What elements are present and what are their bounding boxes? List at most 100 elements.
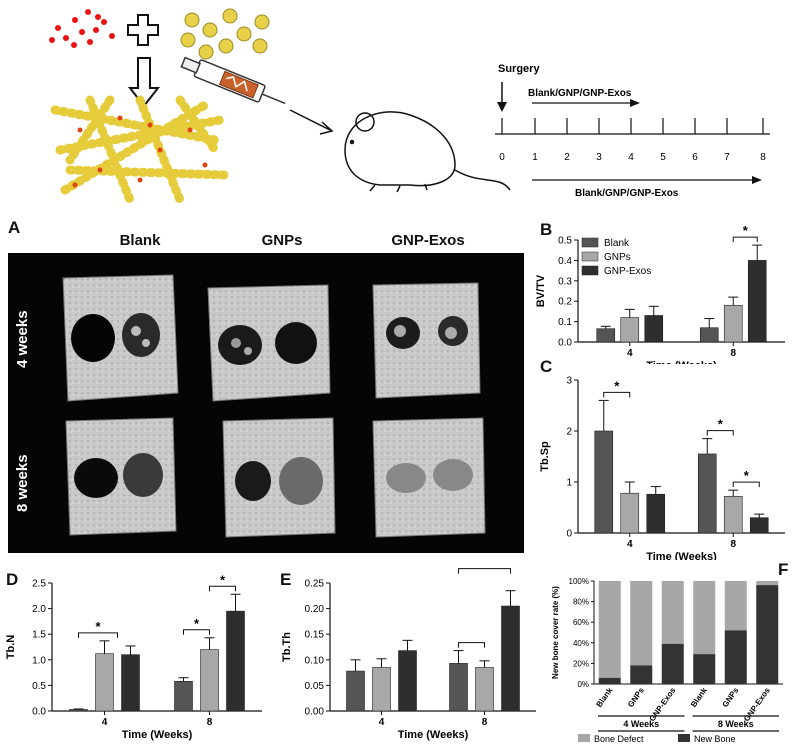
significance-star: * (194, 616, 200, 631)
timeline-tick-label: 4 (628, 152, 634, 163)
y-axis-label: Tb.Th (281, 632, 293, 662)
bar-bone-defect (598, 581, 621, 678)
significance-bracket (706, 430, 734, 436)
y-tick-label: 1 (566, 478, 572, 489)
bar (200, 649, 219, 712)
y-tick-label: 0.2 (558, 297, 572, 308)
legend-label: New Bone (694, 734, 736, 744)
y-tick-label: 0.15 (305, 630, 325, 641)
x-tick-label: 8 (207, 717, 213, 728)
surgery-label: Surgery (498, 63, 540, 75)
x-tick-label: 4 (379, 717, 385, 728)
x-axis-label: Time (Weeks) (646, 551, 717, 560)
bar (121, 654, 140, 712)
significance-star: * (614, 378, 620, 393)
bar (346, 670, 365, 712)
y-tick-label: 0 (566, 529, 572, 540)
x-axis-label: Time (Weeks) (646, 360, 717, 364)
chart-tb-n: 0.0 0.5 1.0 1.5 2.0 2.5 Tb.N 4 8 Time (Weeks) * * * (5, 572, 262, 741)
y-tick-label: 2 (566, 427, 572, 438)
y-tick-label: 0.00 (305, 707, 325, 718)
panel-f-letter: F (778, 560, 789, 579)
timeline-tick-label: 8 (760, 152, 766, 163)
bar (620, 317, 640, 343)
legend-swatch (581, 251, 599, 262)
bar (749, 517, 769, 534)
column-header-gnps: GNPs (261, 232, 303, 249)
y-tick-label: 0.20 (305, 604, 325, 615)
x-tick-label: GNPs (626, 686, 646, 709)
x-tick-label: 8 (730, 539, 736, 550)
y-tick-label: 1.5 (32, 630, 46, 641)
y-tick-label: 0.0 (32, 707, 46, 718)
bar (723, 304, 743, 343)
ct-blank-4w (62, 274, 179, 402)
chart-new-bone-cover-rate: 0% 20% 40% 60% 80% 100% New bone cover rate (%… (551, 577, 783, 744)
bar-bone-defect (661, 581, 684, 644)
timeline-tick-label: 0 (499, 152, 505, 163)
timeline-tick-label: 6 (692, 152, 698, 163)
micro-ct-image-grid (8, 253, 524, 553)
ct-gnp-exos-8w (372, 417, 486, 538)
bar-new-bone (630, 665, 653, 684)
legend-swatch (581, 265, 599, 276)
timeline-tick-label: 7 (724, 152, 730, 163)
timeline-tick-label: 2 (564, 152, 570, 163)
y-tick-label: 0.05 (305, 681, 325, 692)
y-tick-label: 0.5 (32, 681, 46, 692)
x-tick-label: 4 (627, 348, 633, 359)
timeline-tick-label: 1 (532, 152, 538, 163)
y-tick-label: 40% (573, 639, 589, 648)
timeline-tick-label: 3 (596, 152, 602, 163)
bar-bone-defect (630, 581, 653, 666)
bar (620, 492, 640, 534)
y-tick-label: 1.0 (32, 655, 46, 666)
x-tick-label: GNPs (721, 686, 741, 709)
group-label: 4 Weeks (623, 719, 659, 729)
y-tick-label: 0.25 (305, 579, 325, 590)
group-label: 8 Weeks (718, 719, 754, 729)
significance-bracket (458, 568, 511, 574)
panel-a-letter: A (8, 218, 21, 237)
hydrogel-scaffold-icon (50, 95, 230, 205)
legend-label: GNP-Exos (604, 266, 651, 277)
y-axis-label: Tb.N (5, 635, 17, 659)
y-tick-label: 80% (573, 598, 589, 607)
timeline-diagram: Surgery Blank/GNP/GNP-Exos Blank/GNP/GNP… (495, 63, 770, 199)
bar (723, 495, 743, 534)
x-tick-label: GNP-Exos (742, 686, 772, 724)
y-tick-label: 60% (573, 618, 589, 627)
legend-label: Bone Defect (594, 734, 644, 744)
legend-label: GNPs (604, 252, 631, 263)
x-axis-label: Time (Weeks) (122, 729, 193, 741)
row-header-4-weeks: 4 weeks (14, 310, 31, 368)
y-tick-label: 0.4 (558, 256, 572, 267)
gold-particles-icon (180, 8, 270, 60)
treatment-label-top: Blank/GNP/GNP-Exos (528, 88, 632, 99)
y-tick-label: 3 (566, 376, 572, 387)
schematic-illustration: Surgery Blank/GNP/GNP-Exos Blank/GNP/GNP… (49, 8, 770, 205)
ct-gnps-4w (207, 284, 331, 402)
legend-swatch (581, 237, 599, 248)
bar-new-bone (724, 630, 747, 684)
significance-bracket (209, 585, 236, 592)
bar (226, 610, 245, 712)
micro-ct-renders (62, 274, 486, 538)
y-tick-label: 20% (573, 659, 589, 668)
legend-label: Blank (604, 238, 630, 249)
bar (475, 667, 494, 712)
y-tick-label: 100% (569, 577, 589, 586)
bar-bone-defect (724, 581, 747, 631)
significance-star: * (220, 572, 226, 587)
panel-d-letter: D (6, 570, 19, 589)
mouse-icon (344, 111, 511, 193)
significance-star: * (743, 223, 749, 238)
column-header-gnp-exos: GNP-Exos (391, 232, 465, 249)
significance-bracket (78, 632, 118, 638)
y-tick-label: 2.0 (32, 604, 46, 615)
bar-new-bone (598, 677, 621, 684)
down-arrow-icon (127, 57, 161, 108)
bar-new-bone (661, 643, 684, 684)
ct-gnps-8w (222, 417, 336, 538)
bar-bone-defect (693, 581, 716, 655)
